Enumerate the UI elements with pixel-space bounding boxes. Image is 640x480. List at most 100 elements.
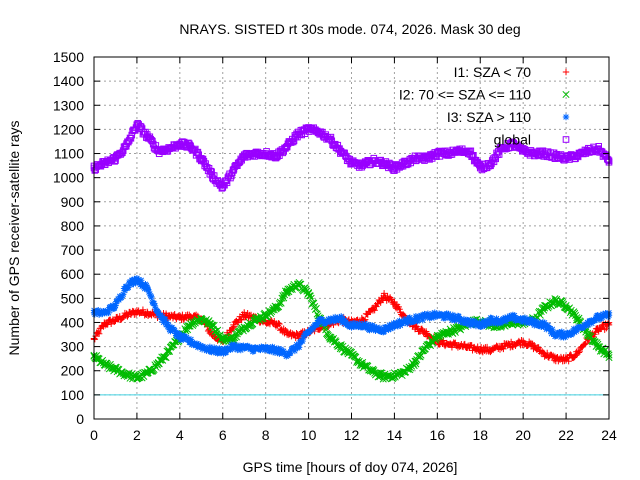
observation-marker (210, 344, 218, 351)
x-tick-label: 24 (601, 427, 617, 443)
observation-marker (465, 321, 473, 328)
observation-marker (91, 336, 99, 343)
observation-marker (119, 291, 127, 298)
observation-marker (180, 336, 187, 344)
observation-marker (455, 313, 462, 320)
observation-marker (417, 351, 425, 359)
x-tick-label: 16 (430, 427, 446, 443)
observation-marker (148, 293, 155, 301)
observation-marker (237, 346, 244, 354)
observation-marker (118, 294, 125, 301)
observation-marker (111, 318, 118, 325)
observation-marker (362, 316, 369, 323)
observation-marker (144, 284, 151, 291)
observation-marker (559, 299, 567, 307)
observation-marker (261, 346, 269, 354)
observation-marker (424, 310, 432, 317)
observation-marker (135, 276, 142, 283)
observation-marker (104, 361, 112, 369)
legend: I1: SZA < 70 I2: 70 <= SZA <= 110 I3: SZA … (399, 64, 570, 148)
observation-marker (327, 133, 335, 141)
observation-marker (99, 356, 107, 364)
observation-marker (418, 325, 426, 333)
observation-marker (422, 328, 430, 335)
observation-marker (111, 304, 118, 312)
observation-marker (369, 323, 377, 330)
observation-marker (495, 151, 503, 158)
observation-marker (338, 313, 345, 320)
observation-marker (371, 323, 378, 331)
observation-marker (346, 323, 353, 331)
observation-marker (583, 322, 590, 329)
observation-marker (151, 302, 159, 310)
observation-marker (276, 320, 283, 328)
observation-marker (434, 312, 442, 319)
observation-marker (486, 320, 493, 327)
observation-marker (376, 324, 384, 332)
observation-marker (250, 347, 257, 355)
observation-marker (407, 364, 415, 372)
observation-marker (278, 294, 286, 302)
observation-marker (404, 320, 411, 327)
observation-marker (471, 318, 479, 326)
observation-marker (396, 306, 403, 313)
observation-marker (113, 297, 121, 305)
observation-marker (125, 284, 132, 291)
observation-marker (351, 319, 359, 327)
observation-marker (124, 313, 131, 320)
observation-marker (172, 330, 179, 337)
observation-marker (158, 316, 166, 323)
observation-marker (176, 332, 184, 339)
observation-marker (178, 331, 185, 339)
observation-marker (412, 360, 420, 368)
legend-marker (562, 113, 570, 121)
observation-marker (279, 291, 287, 300)
observation-marker (463, 320, 470, 327)
observation-marker (198, 343, 205, 351)
observation-marker (95, 330, 103, 337)
observation-marker (544, 322, 552, 329)
observation-marker (141, 285, 148, 292)
observation-marker (199, 343, 207, 350)
observation-marker (439, 311, 446, 319)
y-tick-label: 800 (61, 218, 85, 234)
observation-marker (525, 316, 532, 324)
observation-marker (416, 353, 424, 361)
observation-marker (418, 312, 426, 320)
observation-marker (392, 319, 400, 326)
observation-marker (573, 327, 580, 335)
y-tick-label: 400 (61, 314, 85, 330)
observation-marker (419, 316, 426, 324)
observation-marker (370, 367, 378, 375)
observation-marker (181, 333, 189, 340)
observation-marker (325, 315, 332, 323)
observation-marker (127, 281, 135, 288)
observation-marker (581, 340, 589, 348)
observation-marker (371, 307, 378, 314)
observation-marker (206, 343, 214, 351)
observation-marker (307, 294, 315, 302)
observation-marker (336, 314, 343, 321)
observation-marker (294, 344, 301, 352)
observation-marker (222, 348, 230, 356)
observation-marker (230, 323, 238, 330)
observation-marker (216, 345, 223, 352)
x-tick-label: 14 (387, 427, 403, 443)
observation-marker (543, 326, 550, 333)
observation-marker (479, 317, 487, 325)
observation-marker (461, 340, 468, 348)
observation-marker (228, 345, 236, 353)
observation-marker (489, 316, 496, 324)
legend-label: I2: 70 <= SZA <= 110 (399, 87, 531, 103)
observation-marker (171, 327, 178, 334)
observation-marker (380, 290, 388, 297)
x-tick-label: 2 (133, 427, 141, 443)
observation-marker (526, 315, 534, 323)
observation-marker (406, 314, 414, 321)
observation-marker (138, 283, 146, 290)
legend-label: I1: SZA < 70 (454, 64, 532, 80)
observation-marker (227, 346, 234, 353)
observation-marker (387, 325, 395, 332)
observation-marker (576, 347, 584, 355)
